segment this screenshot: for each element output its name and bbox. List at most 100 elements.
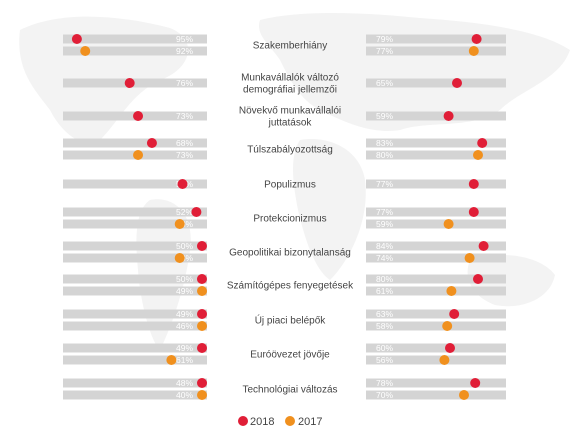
left-dot-2018 xyxy=(177,179,188,189)
left-dot-2018 xyxy=(124,78,135,88)
category-label: Technológiai változás xyxy=(242,385,337,396)
left-dot-2017 xyxy=(174,253,185,263)
left-bar xyxy=(63,321,207,331)
left-dot-2018 xyxy=(191,207,202,217)
right-bar xyxy=(366,138,506,148)
left-value-label: 68% xyxy=(176,138,193,148)
right-bar xyxy=(366,321,506,331)
right-value-label: 60% xyxy=(376,343,393,353)
right-dot-2018 xyxy=(443,111,454,121)
left-value-label: 49% xyxy=(176,343,193,353)
left-dot-2017 xyxy=(133,150,144,160)
left-bar xyxy=(63,355,207,365)
right-dot-2018 xyxy=(478,241,489,251)
right-value-label: 56% xyxy=(376,355,393,365)
right-bar xyxy=(366,378,506,388)
left-dot-2018 xyxy=(133,111,144,121)
right-bar xyxy=(366,46,506,56)
left-dot-2018 xyxy=(197,309,207,319)
right-value-label: 83% xyxy=(376,138,393,148)
right-bar xyxy=(366,219,506,229)
category-label: Új piaci belépők xyxy=(255,314,327,327)
left-value-label: 46% xyxy=(176,321,193,331)
right-dot-2018 xyxy=(477,138,488,148)
left-bar xyxy=(63,34,207,44)
right-dot-2017 xyxy=(446,286,457,296)
right-value-label: 70% xyxy=(376,390,393,400)
right-dot-2018 xyxy=(449,309,460,319)
category-label: Munkavállalók változó xyxy=(241,73,339,84)
right-value-label: 59% xyxy=(376,111,393,121)
left-bar xyxy=(63,286,207,296)
right-bar xyxy=(366,274,506,284)
left-value-label: 50% xyxy=(176,274,193,284)
legend-label-2018: 2018 xyxy=(250,416,274,428)
legend: 2018 2017 xyxy=(238,416,322,428)
left-value-label: 61% xyxy=(176,355,193,365)
left-dot-2017 xyxy=(166,355,177,365)
right-dot-2018 xyxy=(468,179,479,189)
right-dot-2018 xyxy=(468,207,479,217)
right-value-label: 59% xyxy=(376,219,393,229)
left-dot-2017 xyxy=(197,390,207,400)
left-value-label: 73% xyxy=(176,111,193,121)
left-value-label: 49% xyxy=(176,286,193,296)
category-label: Populizmus xyxy=(264,180,316,191)
category-label: Geopolitikai bizonytalanság xyxy=(229,248,351,259)
right-dot-2018 xyxy=(470,378,481,388)
left-value-label: 40% xyxy=(176,390,193,400)
right-value-label: 79% xyxy=(376,34,393,44)
right-dot-2018 xyxy=(473,274,483,284)
right-value-label: 58% xyxy=(376,321,393,331)
category-label: juttatások xyxy=(268,118,313,129)
right-dot-2017 xyxy=(459,390,469,400)
right-value-label: 80% xyxy=(376,274,393,284)
left-bar xyxy=(63,241,207,251)
left-value-label: 76% xyxy=(176,78,193,88)
legend-label-2017: 2017 xyxy=(298,416,322,428)
left-dot-2018 xyxy=(71,34,82,44)
right-bar xyxy=(366,343,506,353)
left-bar xyxy=(63,253,207,263)
right-dot-2017 xyxy=(473,150,483,160)
right-value-label: 77% xyxy=(376,179,393,189)
right-value-label: 77% xyxy=(376,207,393,217)
left-dot-2018 xyxy=(196,241,207,251)
right-bar xyxy=(366,111,506,121)
right-dot-2017 xyxy=(442,321,453,331)
right-bar xyxy=(366,34,506,44)
legend-dot-2017 xyxy=(285,416,295,426)
right-value-label: 74% xyxy=(376,253,393,263)
left-dot-2017 xyxy=(174,219,185,229)
category-label: Protekcionizmus xyxy=(253,214,326,225)
right-dot-2017 xyxy=(468,46,479,56)
right-dot-2017 xyxy=(439,355,450,365)
right-value-label: 61% xyxy=(376,286,393,296)
right-bar xyxy=(366,241,506,251)
right-bar xyxy=(366,179,506,189)
category-label: Euróövezet jövője xyxy=(250,350,330,361)
category-label: demográfiai jellemzői xyxy=(243,85,337,96)
left-value-label: 73% xyxy=(176,150,193,160)
right-value-label: 78% xyxy=(376,378,393,388)
category-label: Túlszabályozottság xyxy=(247,145,333,156)
left-bar xyxy=(63,207,207,217)
left-bar xyxy=(63,274,207,284)
right-value-label: 77% xyxy=(376,46,393,56)
left-dot-2017 xyxy=(80,46,91,56)
left-value-label: 49% xyxy=(176,309,193,319)
left-bar xyxy=(63,390,207,400)
left-bar xyxy=(63,309,207,319)
left-bar xyxy=(63,219,207,229)
left-dot-2018 xyxy=(197,343,207,353)
left-bar xyxy=(63,343,207,353)
right-value-label: 80% xyxy=(376,150,393,160)
left-value-label: 50% xyxy=(176,241,193,251)
right-bar xyxy=(366,355,506,365)
left-value-label: 92% xyxy=(176,46,193,56)
right-dot-2018 xyxy=(471,34,482,44)
left-dot-2017 xyxy=(197,286,207,296)
right-dot-2017 xyxy=(443,219,454,229)
left-dot-2017 xyxy=(197,321,207,331)
